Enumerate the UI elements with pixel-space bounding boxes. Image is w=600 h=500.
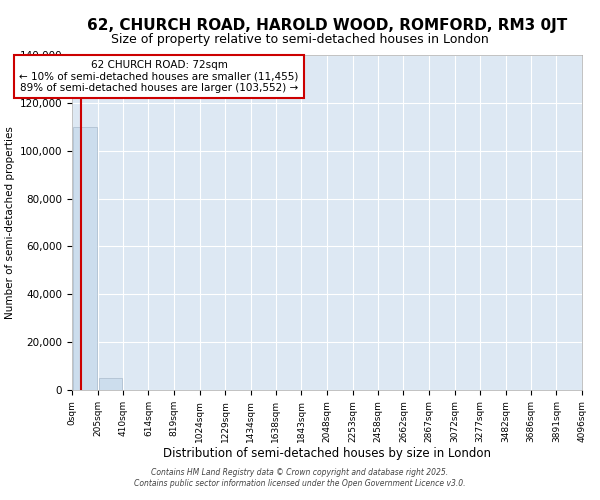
Text: 62 CHURCH ROAD: 72sqm
← 10% of semi-detached houses are smaller (11,455)
89% of : 62 CHURCH ROAD: 72sqm ← 10% of semi-deta… [19, 60, 299, 93]
Y-axis label: Number of semi-detached properties: Number of semi-detached properties [5, 126, 16, 319]
Title: 62, CHURCH ROAD, HAROLD WOOD, ROMFORD, RM3 0JT: 62, CHURCH ROAD, HAROLD WOOD, ROMFORD, R… [87, 18, 567, 33]
Text: Contains HM Land Registry data © Crown copyright and database right 2025.
Contai: Contains HM Land Registry data © Crown c… [134, 468, 466, 487]
Bar [73, 127, 97, 390]
Bar [98, 378, 122, 390]
X-axis label: Distribution of semi-detached houses by size in London: Distribution of semi-detached houses by … [163, 448, 491, 460]
Text: Size of property relative to semi-detached houses in London: Size of property relative to semi-detach… [111, 32, 489, 46]
